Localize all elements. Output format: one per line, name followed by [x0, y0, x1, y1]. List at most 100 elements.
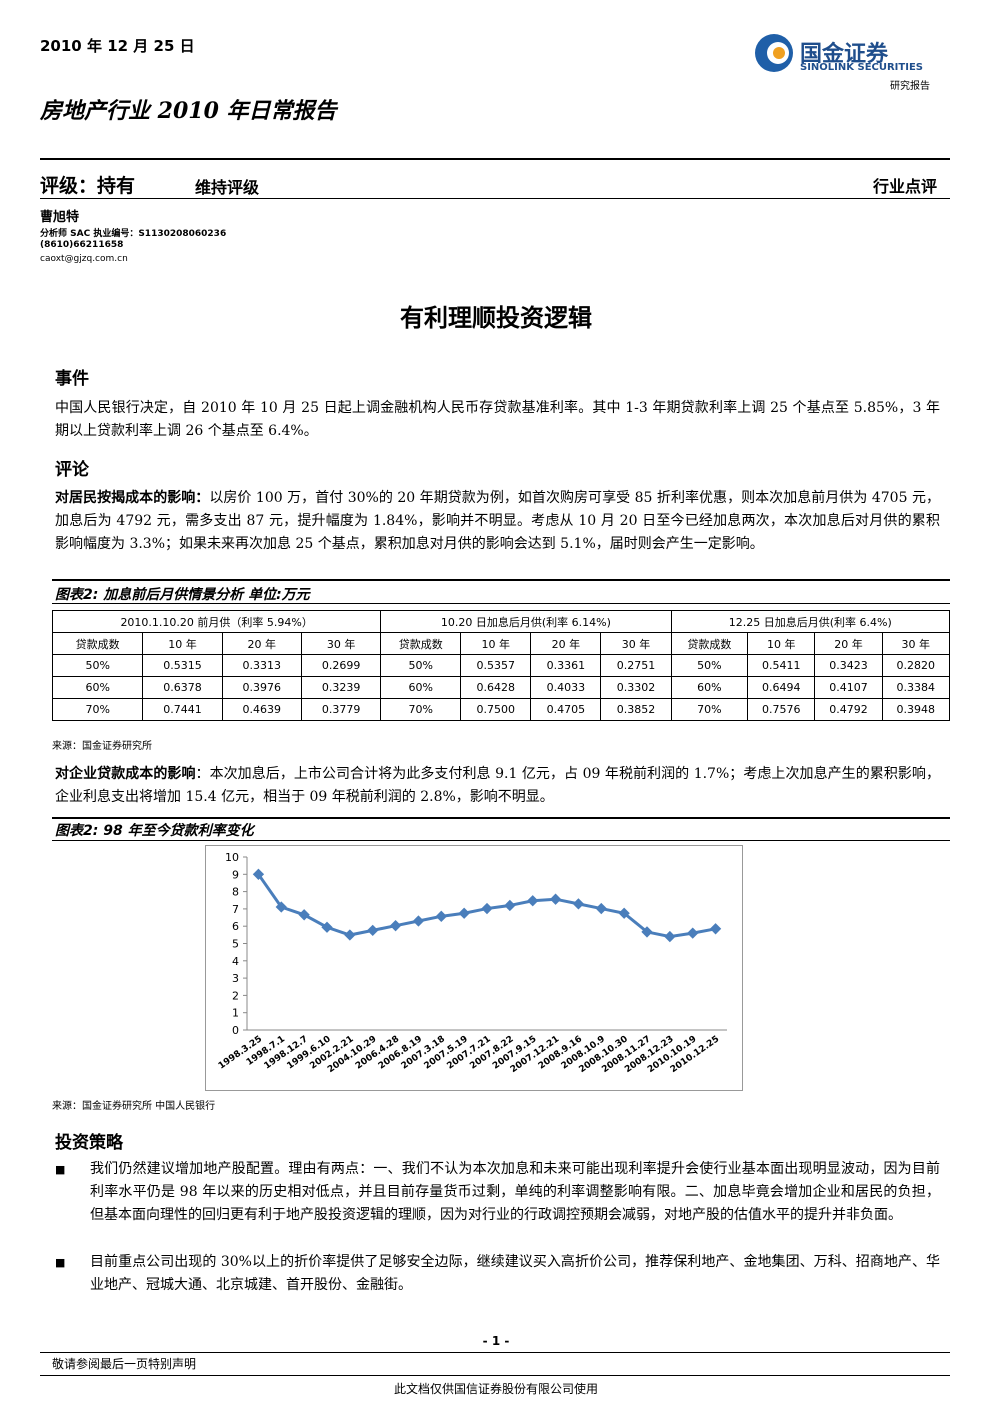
table-cell: 0.4639 — [221, 698, 302, 721]
text: ：本次加息后，上市公司合计将为此多支付利息 9.1 亿元，占 09 年税前利润的… — [55, 766, 940, 805]
rule — [52, 579, 950, 581]
table-cell: 60% — [51, 676, 144, 699]
chart-frame — [205, 845, 743, 1091]
logo-cn: 国金证券 — [800, 42, 889, 67]
analyst-sac: 分析师 SAC 执业编号：S1130208060236 — [40, 229, 227, 239]
table-cell: 0.2751 — [600, 654, 672, 677]
marker — [321, 921, 333, 933]
bullet-text: 我们仍然建议增加地产股配置。理由有两点：一、我们不认为本次加息和未来可能出现利率… — [90, 1161, 940, 1223]
marker — [344, 929, 356, 941]
main-title: 有利理顺投资逻辑 — [400, 303, 592, 332]
table-cell: 0.7500 — [460, 698, 532, 721]
table-cell: 0.7441 — [142, 698, 223, 721]
column-header: 10 年 — [460, 632, 532, 655]
paragraph: 对居民按揭成本的影响：以房价 100 万，首付 30%的 20 年期贷款为例，如… — [55, 487, 940, 556]
column-header: 30 年 — [881, 632, 951, 655]
rule — [40, 158, 950, 160]
report-title: 房地产行业 2010 年日常报告 — [40, 98, 337, 124]
y-tick-label: 3 — [232, 972, 239, 985]
marker — [504, 899, 516, 912]
table-cell: 0.2820 — [881, 654, 951, 677]
y-tick-label: 5 — [232, 938, 239, 951]
section-heading: 事件 — [55, 369, 89, 389]
column-header: 10 年 — [747, 632, 816, 655]
rule — [52, 603, 950, 604]
y-tick-label: 1 — [232, 1007, 239, 1020]
section-heading: 评论 — [55, 460, 89, 480]
marker — [298, 909, 310, 921]
table-cell: 50% — [380, 654, 462, 677]
table-cell: 70% — [670, 698, 749, 721]
category: 行业点评 — [872, 177, 937, 196]
table: 2010.1.10.20 前月供（利率 5.94%） 10.20 日加息后月供(利… — [51, 610, 951, 721]
date: 2010 年 12 月 25 日 — [40, 37, 195, 55]
y-tick-label: 2 — [232, 989, 239, 1002]
bullet: ■ — [55, 1163, 66, 1176]
table-cell: 0.3302 — [600, 676, 672, 699]
table-cell: 0.5357 — [460, 654, 532, 677]
rule — [40, 1375, 950, 1376]
marker — [572, 898, 585, 910]
table-cell: 0.2699 — [300, 654, 382, 677]
column-header: 贷款成数 — [51, 632, 144, 655]
table-cell: 0.3239 — [300, 676, 382, 699]
marker — [389, 920, 402, 932]
lead: 对居民按揭成本的影响： — [55, 490, 210, 506]
table-cell: 0.4792 — [814, 698, 883, 721]
table-cell: 60% — [380, 676, 462, 699]
table-cell: 0.4107 — [814, 676, 883, 699]
section-heading: 投资策略 — [55, 1133, 123, 1153]
table-row: 2010.1.10.20 前月供（利率 5.94%） 10.20 日加息后月供(利… — [51, 610, 951, 633]
table-cell: 0.4033 — [530, 676, 602, 699]
group-header: 10.20 日加息后月供(利率 6.14%) — [380, 610, 672, 633]
table-cell: 0.3976 — [221, 676, 302, 699]
y-tick-label: 9 — [232, 868, 239, 881]
marker — [527, 895, 539, 907]
rule — [52, 840, 950, 841]
rule — [40, 1352, 950, 1353]
marker — [435, 910, 447, 922]
marker — [618, 907, 630, 919]
marker — [595, 902, 607, 915]
logo-icon — [755, 34, 793, 72]
chart-caption: 图表2: 98 年至今贷款利率变化 — [55, 823, 254, 839]
marker — [458, 907, 470, 919]
marker — [367, 924, 379, 937]
table-cell: 0.6378 — [142, 676, 223, 699]
marker — [549, 893, 562, 905]
column-header: 贷款成数 — [670, 632, 749, 655]
table-row: 50% 0.5315 0.3313 0.2699 50% 0.5357 0.3361 0.27… — [51, 654, 951, 677]
y-tick-label: 6 — [232, 920, 239, 933]
chart: 0123456789101998.3.251998.7.11998.12.719… — [205, 845, 743, 1091]
y-tick-label: 0 — [232, 1024, 239, 1037]
table-cell: 0.7576 — [747, 698, 816, 721]
table-cell: 0.5411 — [747, 654, 816, 677]
paragraph: 中国人民银行决定，自 2010 年 10 月 25 日起上调金融机构人民币存贷款… — [55, 400, 940, 439]
analyst-phone: (8610)66211658 — [40, 240, 124, 250]
table-cell: 0.6428 — [460, 676, 532, 699]
marker — [412, 915, 425, 927]
text: 以房价 100 万，首付 30%的 20 年期贷款为例，如首次购房可享受 85 … — [55, 490, 940, 552]
table-cell: 50% — [51, 654, 144, 677]
rule — [52, 817, 950, 819]
lead: 对企业贷款成本的影响 — [55, 766, 196, 782]
y-tick-label: 4 — [232, 955, 239, 968]
y-tick-label: 7 — [232, 903, 239, 916]
source: 来源：国金证券研究所 中国人民银行 — [52, 1101, 216, 1112]
y-tick-label: 8 — [232, 886, 239, 899]
marker — [664, 930, 676, 943]
column-header: 20 年 — [814, 632, 883, 655]
column-header: 贷款成数 — [380, 632, 462, 655]
table-cell: 0.3779 — [300, 698, 382, 721]
usage: 此文档仅供国信证券股份有限公司使用 — [393, 1382, 598, 1396]
bullet-text: 目前重点公司出现的 30%以上的折价率提供了足够安全边际，继续建议买入高折价公司… — [90, 1254, 940, 1293]
paragraph: 对企业贷款成本的影响：本次加息后，上市公司合计将为此多支付利息 9.1 亿元，占… — [55, 763, 940, 809]
table-cell: 50% — [670, 654, 749, 677]
table-cell: 0.4705 — [530, 698, 602, 721]
analyst-email: caoxt@gjzq.com.cn — [40, 254, 128, 264]
table-cell: 0.3423 — [814, 654, 883, 677]
table-cell: 0.3361 — [530, 654, 602, 677]
table-cell: 0.6494 — [747, 676, 816, 699]
table-row: 60% 0.6378 0.3976 0.3239 60% 0.6428 0.4033 0.33… — [51, 676, 951, 699]
